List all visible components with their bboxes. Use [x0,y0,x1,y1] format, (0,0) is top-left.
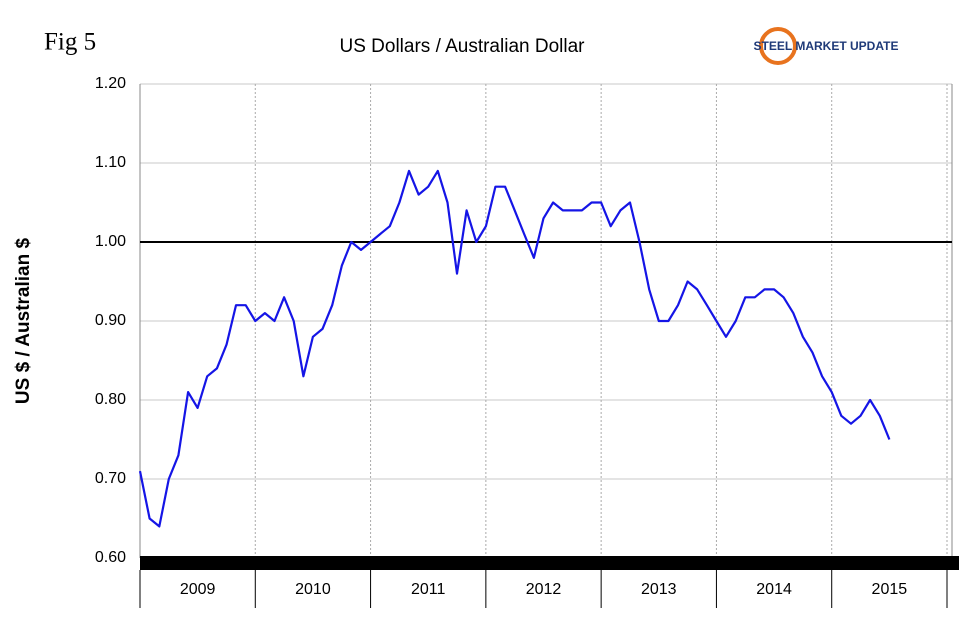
y-tick-label: 0.60 [95,549,126,566]
x-tick-label: 2013 [641,581,677,598]
x-tick-label: 2009 [180,581,216,598]
y-axis-label: US $ / Australian $ [13,238,34,405]
x-tick-label: 2010 [295,581,331,598]
x-tick-label: 2014 [756,581,792,598]
x-axis-bar [140,556,959,570]
y-tick-label: 0.80 [95,391,126,408]
y-tick-label: 1.20 [95,75,126,92]
x-tick-label: 2011 [411,581,446,598]
y-tick-label: 1.10 [95,154,126,171]
chart-title: US Dollars / Australian Dollar [340,36,586,57]
figure-label: Fig 5 [44,29,96,56]
y-tick-label: 0.70 [95,470,126,487]
x-tick-label: 2012 [526,581,562,598]
x-tick-label: 2015 [872,581,908,598]
logo-mark [759,27,797,65]
y-tick-label: 0.90 [95,312,126,329]
logo-text: STEEL MARKET UPDATE [754,39,899,53]
y-tick-label: 1.00 [95,233,126,250]
data-line [138,169,891,528]
